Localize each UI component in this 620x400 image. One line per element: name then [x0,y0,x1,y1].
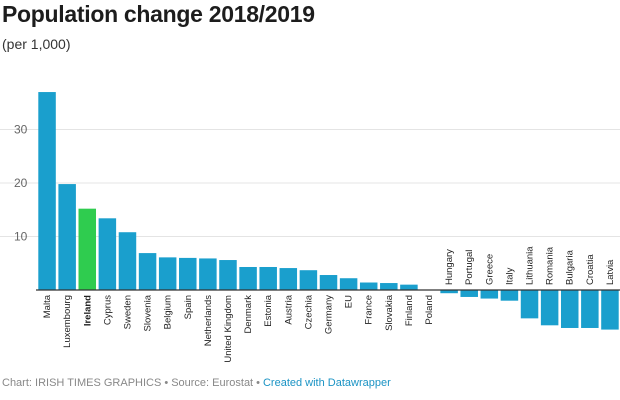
bar [380,283,398,290]
x-tick-label: Slovakia [384,294,395,331]
x-tick-label: France [364,295,375,325]
bar [601,290,619,330]
footer-separator: • [256,377,260,389]
bar [400,284,418,290]
bar [581,290,599,328]
bar [560,290,579,328]
chart-credit: Chart: IRISH TIMES GRAPHICS [2,377,162,389]
bar [98,218,117,290]
y-tick-label: 30 [14,123,28,137]
bar [480,290,499,299]
bar [58,184,76,290]
bar [500,290,519,301]
footer-separator: • [164,377,169,389]
chart-footer: Chart: IRISH TIMES GRAPHICS • Source: Euro… [2,377,391,389]
x-tick-label: Portugal [464,250,475,285]
bar [299,270,318,290]
bar [339,278,358,290]
bar [259,266,277,290]
x-tick-label: Finland [404,295,415,326]
x-tick-label: Cyprus [102,295,113,325]
x-tick-label: Germany [324,295,335,334]
bar [319,275,338,290]
x-tick-label: EU [344,295,355,308]
x-tick-label: Estonia [263,294,274,326]
x-tick-label: Sweden [122,295,133,329]
x-tick-label: Lithuania [525,246,536,285]
x-tick-label: Greece [484,254,495,285]
x-tick-label: Czechia [303,294,314,329]
bar [239,266,257,290]
x-tick-label: Italy [504,267,515,285]
datawrapper-link[interactable]: Created with Datawrapper [262,377,391,389]
bar [520,290,539,319]
x-tick-label: Poland [424,295,435,325]
bar [460,290,478,297]
x-tick-label: United Kingdom [223,295,234,363]
x-tick-label: Latvia [605,259,616,285]
bar [279,268,298,290]
bar [199,258,217,290]
bar [138,253,157,290]
bar [359,282,378,290]
y-tick-label: 10 [14,230,28,244]
x-tick-label: Ireland [82,295,93,326]
bar [78,208,97,290]
x-tick-label: Bulgaria [565,249,576,285]
bar [38,92,56,290]
bar [118,232,137,290]
x-tick-label: Malta [42,294,53,318]
x-tick-label: Luxembourg [62,295,73,348]
bar [440,290,458,294]
x-tick-label: Austria [283,294,294,324]
bar [219,260,237,290]
x-tick-label: Croatia [585,254,596,285]
chart-title: Population change 2018/2019 [2,1,315,27]
bar [540,290,559,326]
bar [179,257,197,290]
x-tick-label: Spain [183,295,194,319]
x-tick-label: Slovenia [143,294,154,331]
x-tick-label: Hungary [444,249,455,285]
x-tick-label: Belgium [163,295,174,329]
chart-subtitle: (per 1,000) [2,36,71,52]
x-tick-label: Romania [545,246,556,285]
x-tick-label: Denmark [243,295,254,334]
y-tick-label: 20 [14,176,28,190]
bar [158,257,177,290]
chart-source: Source: Eurostat [171,377,254,389]
x-tick-label: Netherlands [203,295,214,346]
